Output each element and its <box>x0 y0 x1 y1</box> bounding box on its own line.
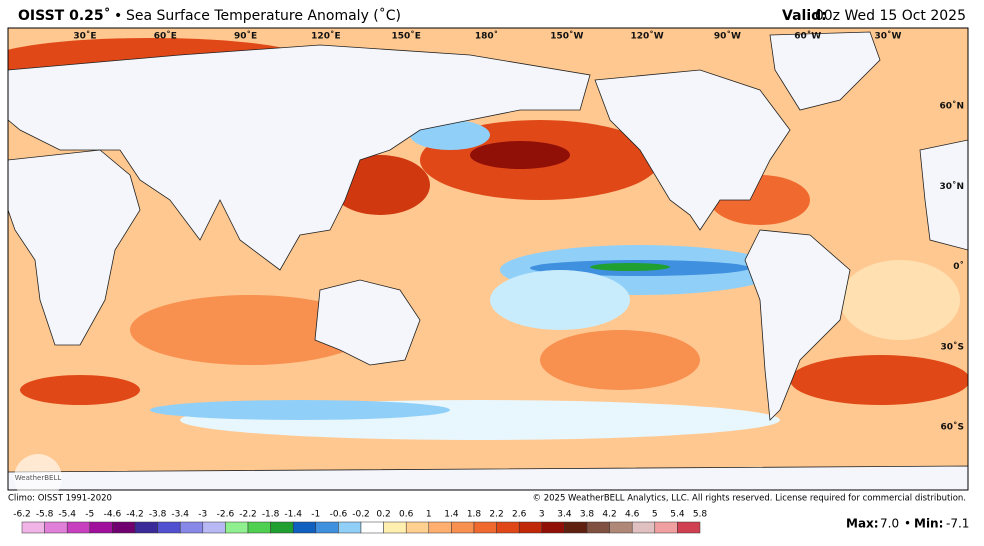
map: WeatherBELL <box>7 27 969 502</box>
colorbar-segment <box>496 521 520 534</box>
colorbar-segment <box>292 521 317 534</box>
longitude-label: 60˚E <box>154 31 177 42</box>
colorbar-segment <box>225 521 249 534</box>
valid-time: 00z Wed 15 Oct 2025 <box>815 8 966 24</box>
max-value: 7.0 <box>880 517 899 531</box>
colorbar-tick-label: 3 <box>539 510 545 520</box>
colorbar-tick-label: -1.4 <box>284 510 302 520</box>
max-label: Max: <box>846 517 879 531</box>
climo: Climo: OISST 1991-2020 <box>8 494 112 504</box>
colorbar-segment <box>631 521 656 534</box>
colorbar-segment <box>134 521 158 534</box>
colorbar-segment <box>609 521 633 534</box>
colorbar-tick-label: -3.4 <box>171 510 189 520</box>
min-value: -7.1 <box>946 517 969 531</box>
colorbar-segment <box>315 521 339 534</box>
stats-separator: • <box>904 517 911 531</box>
longitude-label: 60˚W <box>794 31 821 42</box>
colorbar-tick-label: 1.8 <box>467 510 482 520</box>
colorbar-tick-label: 3.4 <box>557 510 572 520</box>
longitude-label: 180˚ <box>475 31 498 42</box>
colorbar-tick-label: 3.8 <box>580 510 595 520</box>
latitude-label: 30˚S <box>940 341 964 352</box>
colorbar-tick-label: 4.6 <box>625 510 640 520</box>
colorbar-segment <box>338 521 362 534</box>
colorbar-segment <box>451 521 475 534</box>
colorbar-segment <box>428 521 452 534</box>
colorbar-tick-label: 5.4 <box>670 510 685 520</box>
separator: • <box>114 8 122 24</box>
latitude-label: 0˚ <box>953 261 964 272</box>
latitude-label: 30˚N <box>939 181 964 192</box>
colorbar-segment <box>44 521 68 534</box>
colorbar-tick-label: -4.6 <box>104 510 122 520</box>
colorbar-tick-label: 2.6 <box>512 510 527 520</box>
title: Sea Surface Temperature Anomaly (˚C) <box>126 7 401 24</box>
longitude-label: 150˚E <box>391 31 420 42</box>
colorbar-segment <box>654 521 678 534</box>
colorbar: -6.2 -5.8 -5.4 -5 -4.6 -4.2 -3.8 -3.4 -3 -2.6 -2.2… <box>13 510 707 534</box>
colorbar-tick-label: -0.2 <box>352 510 370 520</box>
colorbar-segment <box>66 521 91 534</box>
colorbar-segment <box>21 521 45 534</box>
colorbar-tick-label: 1.4 <box>444 510 459 520</box>
colorbar-tick-label: -5.8 <box>36 510 54 520</box>
colorbar-tick-label: 0.6 <box>399 510 414 520</box>
colorbar-tick-label: -5.4 <box>58 510 76 520</box>
colorbar-segment <box>202 521 226 534</box>
latitude-labels: 60˚N 30˚N 0˚ 30˚S 60˚S <box>939 101 964 433</box>
colorbar-tick-label: -3.8 <box>149 510 167 520</box>
colorbar-tick-label: 5 <box>652 510 658 520</box>
colorbar-tick-label: -1.8 <box>262 510 280 520</box>
logo-badge <box>14 454 62 502</box>
colorbar-tick-label: -1 <box>311 510 320 520</box>
colorbar-segment <box>586 521 610 534</box>
colorbar-segment <box>360 521 384 534</box>
colorbar-tick-label: 2.2 <box>489 510 503 520</box>
colorbar-tick-label: -2.6 <box>217 510 235 520</box>
longitude-label: 30˚E <box>73 31 96 42</box>
valid-label: Valid: <box>782 8 827 24</box>
colorbar-segment <box>383 521 407 534</box>
colorbar-segment <box>89 521 113 534</box>
longitude-label: 30˚W <box>875 31 902 42</box>
colorbar-segment <box>157 521 181 534</box>
colorbar-tick-label: -0.6 <box>330 510 348 520</box>
colorbar-tick-label: 5.8 <box>693 510 708 520</box>
colorbar-segment <box>270 521 294 534</box>
longitude-label: 150˚W <box>550 31 583 42</box>
map-frame <box>7 27 969 491</box>
colorbar-segment <box>518 521 543 534</box>
longitude-label: 120˚W <box>630 31 663 42</box>
latitude-label: 60˚S <box>940 422 964 433</box>
longitude-label: 90˚E <box>234 31 257 42</box>
colorbar-tick-label: 4.2 <box>602 510 616 520</box>
copyright: © 2025 WeatherBELL Analytics, LLC. All r… <box>533 494 966 504</box>
title-prefix: OISST 0.25˚ <box>18 7 111 24</box>
colorbar-segment <box>473 521 497 534</box>
colorbar-tick-label: 1 <box>426 510 432 520</box>
colorbar-segment <box>677 521 701 534</box>
longitude-labels: 30˚E 60˚E 90˚E 120˚E 150˚E 180˚ 150˚W 120˚W 90˚W… <box>73 31 901 42</box>
longitude-label: 120˚E <box>311 31 340 42</box>
colorbar-segment <box>247 521 271 534</box>
logo: WeatherBELL <box>15 474 62 482</box>
colorbar-segment <box>541 521 565 534</box>
colorbar-tick-label: -4.2 <box>126 510 144 520</box>
colorbar-segment <box>405 521 430 534</box>
colorbar-segment <box>112 521 136 534</box>
colorbar-segment <box>564 521 588 534</box>
colorbar-tick-label: 0.2 <box>376 510 390 520</box>
colorbar-tick-label: -5 <box>85 510 94 520</box>
colorbar-tick-label: -3 <box>198 510 207 520</box>
colorbar-tick-label: -6.2 <box>13 510 31 520</box>
min-label: Min: <box>914 517 943 531</box>
colorbar-tick-label: -2.2 <box>239 510 257 520</box>
colorbar-segment <box>179 521 204 534</box>
land <box>8 31 968 490</box>
longitude-label: 90˚W <box>714 31 741 42</box>
latitude-label: 60˚N <box>939 101 964 112</box>
